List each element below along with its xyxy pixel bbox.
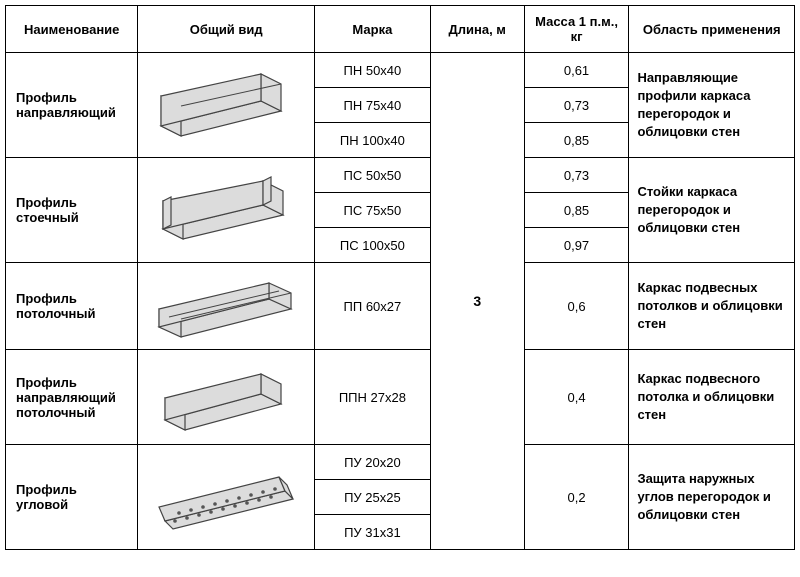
mass-cell: 0,97 <box>524 228 629 263</box>
mass-cell: 0,6 <box>524 263 629 350</box>
mass-cell: 0,73 <box>524 88 629 123</box>
marka-cell: ПН 100х40 <box>314 123 430 158</box>
marka-cell: ПС 75х50 <box>314 193 430 228</box>
table-row: Профиль стоечный ПС 50х500,73Стойки карк… <box>6 158 795 193</box>
application-cell: Защита наружных углов перегородок и обли… <box>629 445 795 550</box>
col-mass: Масса 1 п.м., кг <box>524 6 629 53</box>
mass-cell: 0,85 <box>524 123 629 158</box>
application-cell: Стойки каркаса перегородок и облицовки с… <box>629 158 795 263</box>
name-cell: Профиль стоечный <box>6 158 138 263</box>
marka-cell: ПН 75х40 <box>314 88 430 123</box>
view-cell <box>138 445 315 550</box>
marka-cell: ПП 60х27 <box>314 263 430 350</box>
profiles-table: Наименование Общий вид Марка Длина, м Ма… <box>5 5 795 550</box>
col-length: Длина, м <box>430 6 524 53</box>
view-cell <box>138 350 315 445</box>
col-view: Общий вид <box>138 6 315 53</box>
mass-cell: 0,85 <box>524 193 629 228</box>
col-marka: Марка <box>314 6 430 53</box>
mass-cell: 0,4 <box>524 350 629 445</box>
marka-cell: ПУ 31х31 <box>314 515 430 550</box>
marka-cell: ППН 27х28 <box>314 350 430 445</box>
mass-cell: 0,61 <box>524 53 629 88</box>
length-cell: 3 <box>430 53 524 550</box>
name-cell: Профиль угловой <box>6 445 138 550</box>
marka-cell: ПС 50х50 <box>314 158 430 193</box>
name-cell: Профиль потолочный <box>6 263 138 350</box>
application-cell: Каркас подвесных потолков и облицовки ст… <box>629 263 795 350</box>
view-cell <box>138 158 315 263</box>
marka-cell: ПС 100х50 <box>314 228 430 263</box>
header-row: Наименование Общий вид Марка Длина, м Ма… <box>6 6 795 53</box>
marka-cell: ПН 50х40 <box>314 53 430 88</box>
table-row: Профиль потолочный ПП 60х27 0,6Каркас под… <box>6 263 795 350</box>
name-cell: Профиль направляющий <box>6 53 138 158</box>
view-cell <box>138 53 315 158</box>
view-cell <box>138 263 315 350</box>
table-row: Профиль направляющий потолочный ППН 27х2… <box>6 350 795 445</box>
name-cell: Профиль направляющий потолочный <box>6 350 138 445</box>
mass-cell: 0,73 <box>524 158 629 193</box>
col-app: Область применения <box>629 6 795 53</box>
col-name: Наименование <box>6 6 138 53</box>
application-cell: Направляющие профили каркаса перегородок… <box>629 53 795 158</box>
table-row: Профиль угловой ПУ 20х200,2Защита наружн… <box>6 445 795 480</box>
marka-cell: ПУ 25х25 <box>314 480 430 515</box>
application-cell: Каркас подвесного потолка и облицовки ст… <box>629 350 795 445</box>
marka-cell: ПУ 20х20 <box>314 445 430 480</box>
table-row: Профиль направляющий ПН 50х4030,61Направ… <box>6 53 795 88</box>
mass-cell: 0,2 <box>524 445 629 550</box>
